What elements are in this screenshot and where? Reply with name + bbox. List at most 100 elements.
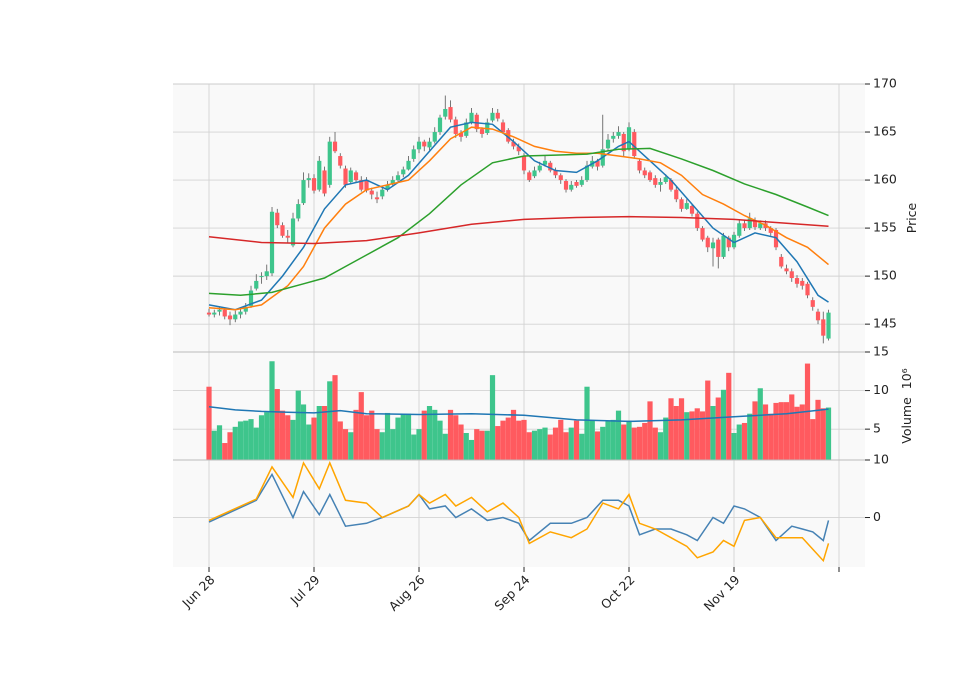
volume-bar	[290, 419, 296, 460]
volume-bar	[673, 406, 679, 460]
candle-body	[390, 180, 395, 184]
candle-body	[569, 184, 574, 190]
candle-body	[668, 180, 674, 190]
volume-bar	[747, 413, 753, 460]
candle-body	[343, 168, 348, 185]
candle-body	[563, 181, 569, 190]
candle-body	[395, 175, 401, 181]
volume-bar	[678, 398, 685, 460]
volume-bar	[794, 406, 800, 460]
volume-bar	[374, 429, 380, 460]
candle-body	[422, 141, 427, 147]
volume-bar	[484, 430, 490, 460]
y-axis-label-scale: 10⁶	[899, 368, 914, 389]
candle-body	[595, 160, 600, 167]
candle-body	[821, 319, 826, 336]
candle-body	[626, 127, 632, 150]
volume-bar	[353, 409, 359, 460]
candle-body	[306, 178, 311, 181]
candle-body	[259, 276, 264, 278]
volume-bar	[531, 430, 538, 460]
candle-body	[747, 218, 752, 229]
volume-bar	[820, 408, 826, 460]
candle-body	[674, 189, 679, 200]
volume-bar	[631, 427, 637, 460]
candle-body	[359, 180, 364, 190]
candle-body	[406, 160, 411, 170]
y-tick-label: 0	[873, 509, 881, 524]
volume-bar	[405, 413, 412, 460]
candle-body	[521, 156, 527, 171]
volume-bar	[510, 409, 517, 460]
candle-body	[448, 107, 453, 120]
series-line	[208, 147, 829, 297]
candle-body	[506, 130, 511, 142]
volume-bar	[348, 432, 354, 460]
volume-bar	[316, 406, 322, 460]
candle-body	[296, 204, 301, 219]
series-line	[208, 406, 829, 423]
volume-bar	[789, 394, 795, 460]
x-tick-label: Oct 22	[598, 572, 638, 612]
volume-bar	[500, 420, 506, 460]
candle-body	[401, 169, 406, 175]
candle-body	[327, 141, 332, 185]
candle-body	[800, 280, 805, 286]
volume-bar	[720, 389, 727, 460]
candle-body	[280, 225, 285, 236]
volume-bar	[495, 426, 501, 460]
candle-body	[815, 311, 821, 321]
candle-body	[516, 146, 521, 152]
candle-body	[752, 220, 758, 228]
volume-bar	[705, 380, 711, 460]
volume-bar	[815, 399, 821, 460]
volume-bar	[327, 381, 333, 460]
volume-bar	[663, 417, 669, 460]
y-tick-label: 155	[873, 220, 897, 235]
volume-bar	[573, 420, 580, 460]
candle-body	[311, 178, 317, 191]
y-tick-label: 165	[873, 124, 897, 139]
x-tick-label: Jul 29	[287, 572, 323, 608]
volume-bar	[783, 402, 790, 460]
volume-bar	[762, 404, 769, 460]
candle-body	[511, 141, 516, 147]
volume-bar	[264, 412, 270, 460]
volume-bar	[311, 417, 317, 460]
candle-body	[716, 239, 721, 257]
candle-body	[254, 280, 259, 289]
candle-body	[385, 184, 390, 190]
volume-bar	[589, 420, 595, 460]
volume-bar	[432, 409, 438, 460]
volume-bar	[594, 431, 601, 460]
volume-bar	[369, 410, 375, 460]
candle-body	[212, 312, 217, 315]
volume-bar	[652, 427, 658, 460]
volume-bar	[211, 430, 217, 460]
candle-body	[642, 170, 647, 176]
volume-bar	[710, 406, 716, 460]
candle-body	[285, 235, 290, 238]
candle-body	[653, 178, 658, 185]
volume-bar	[736, 424, 742, 460]
volume-bar	[243, 420, 249, 460]
x-tick-label: Jun 28	[178, 572, 217, 611]
volume-bar	[248, 419, 254, 460]
candle-body	[721, 235, 726, 257]
candle-body	[794, 278, 800, 284]
series-line	[208, 121, 829, 311]
y-tick-label: 10	[873, 452, 889, 467]
y-tick-label: 150	[873, 268, 897, 283]
candle-body	[548, 162, 553, 171]
candle-body	[290, 218, 296, 246]
candle-body	[810, 300, 815, 307]
candle-body	[427, 141, 432, 148]
volume-bar	[731, 433, 737, 460]
candle-body	[784, 268, 789, 272]
candle-body	[233, 314, 238, 320]
candle-body	[574, 181, 579, 186]
volume-bar	[684, 412, 690, 460]
candle-body	[332, 141, 338, 152]
volume-bar	[584, 386, 590, 460]
